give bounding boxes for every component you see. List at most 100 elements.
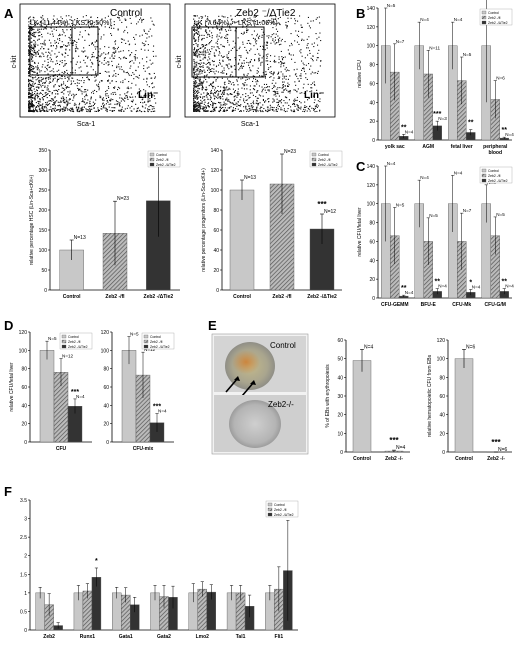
scatter-dot [231,93,233,95]
scatter-dot [194,54,196,56]
scatter-dot [275,28,277,30]
scatter-dot [198,107,200,109]
scatter-dot [135,103,137,105]
scatter-dot [152,110,154,112]
scatter-dot [213,71,215,73]
scatter-dot [32,96,34,98]
scatter-dot [31,100,33,102]
scatter-dot [262,72,264,74]
scatter-dot [279,16,281,18]
scatter-dot [266,47,268,49]
x-category-label: AGM [422,144,434,150]
scatter-dot [251,108,253,110]
scatter-dot [284,68,286,70]
scatter-dot [194,83,196,85]
scatter-dot [143,95,145,97]
scatter-dot [88,21,90,23]
scatter-dot [34,98,36,100]
n-label: N=4 [438,284,447,289]
scatter-dot [129,60,131,62]
scatter-dot [207,105,209,107]
scatter-dot [249,85,251,87]
scatter-dot [132,100,134,102]
scatter-dot [255,41,257,43]
scatter-dot [68,94,70,96]
scatter-dot [155,55,157,57]
scatter-dot [307,16,309,18]
scatter-dot [219,62,221,64]
scatter-dot [127,86,129,88]
scatter-dot [257,71,259,73]
scatter-dot [203,77,205,79]
scatter-dot [143,45,145,47]
scatter-dot [246,28,248,30]
scatter-dot [33,83,35,85]
scatter-dot [90,97,92,99]
legend-swatch [481,20,487,25]
scatter-dot [30,30,32,32]
n-label: N=12 [144,347,156,352]
scatter-dot [34,91,36,93]
scatter-dot [39,104,41,106]
scatter-dot [94,102,96,104]
y-tick-label: 0 [372,138,375,144]
scatter-dot [93,92,95,94]
scatter-dot [256,102,258,104]
scatter-dot [199,103,201,105]
scatter-dot [32,35,34,37]
scatter-dot [147,92,149,94]
scatter-dot [198,27,200,29]
scatter-dot [243,65,245,67]
scatter-dot [200,62,202,64]
scatter-dot [108,75,110,77]
scatter-dot [226,99,228,101]
scatter-dot [52,98,54,100]
scatter-dot [204,51,206,53]
x-category-label: Control [353,456,371,462]
scatter-dot [198,36,200,38]
scatter-dot [220,109,222,111]
scatter-dot [47,103,49,105]
scatter-dot [215,42,217,44]
scatter-dot [132,72,134,74]
scatter-dot [54,96,56,98]
scatter-dot [280,71,282,73]
scatter-dot [53,109,55,111]
scatter-dot [200,102,202,104]
scatter-dot [93,25,95,27]
scatter-dot [219,52,221,54]
scatter-dot [48,78,50,80]
scatter-dot [108,106,110,108]
scatter-dot [37,65,39,67]
scatter-dot [240,110,242,112]
scatter-dot [147,101,149,103]
scatter-dot [315,33,317,35]
scatter-dot [194,80,196,82]
scatter-dot [313,108,315,110]
scatter-dot [197,98,199,100]
scatter-dot [79,88,81,90]
scatter-dot [121,15,123,17]
scatter-dot [52,99,54,101]
scatter-dot [124,29,126,31]
scatter-dot [209,64,211,66]
scatter-dot [207,103,209,105]
scatter-dot [215,66,217,68]
x-axis-label: Sca-1 [77,121,95,128]
scatter-dot [285,78,287,80]
scatter-dot [83,80,85,82]
scatter-dot [206,94,208,96]
scatter-dot [313,46,315,48]
scatter-dot [115,40,117,42]
scatter-dot [253,30,255,32]
scatter-dot [98,28,100,30]
scatter-dot [282,57,284,59]
scatter-dot [108,79,110,81]
scatter-dot [265,71,267,73]
scatter-dot [118,66,120,68]
scatter-dot [200,99,202,101]
scatter-dot [316,106,318,108]
n-label: N=4 [505,132,514,137]
scatter-dot [95,110,97,112]
